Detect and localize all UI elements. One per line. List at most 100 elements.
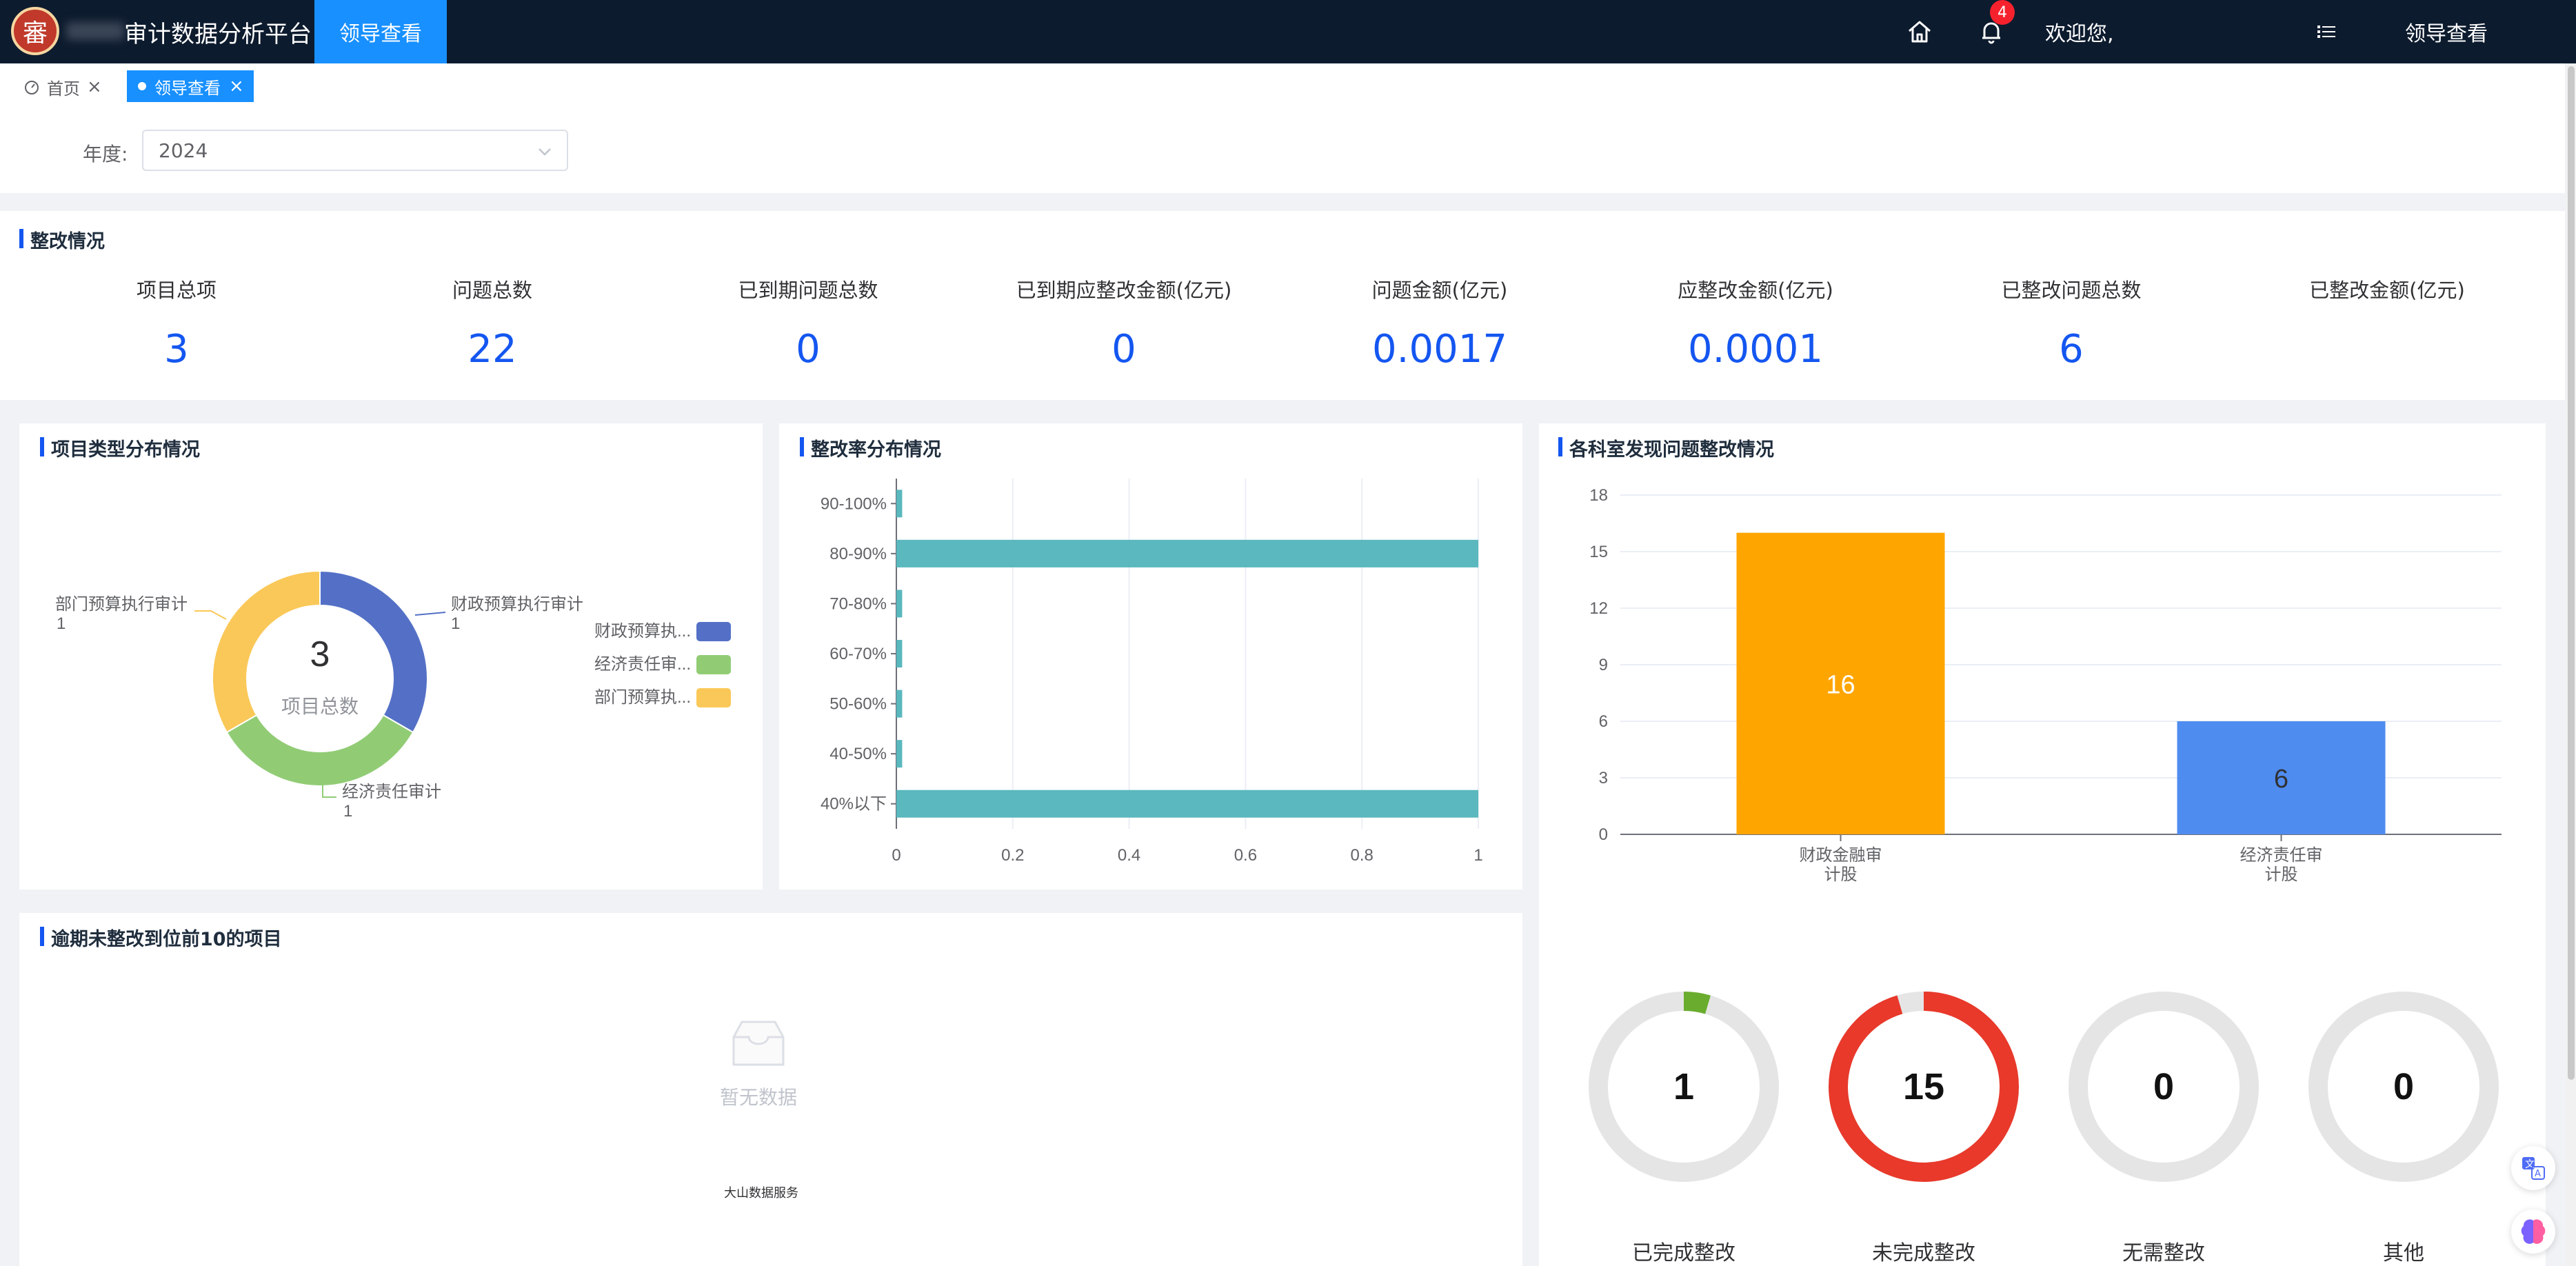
tabs-bar: 首页 × 领导查看 ×	[0, 63, 2565, 111]
legend-swatch[interactable]	[696, 688, 731, 707]
stat-label: 已到期应整改金额(亿元)	[1016, 279, 1232, 302]
legend-label[interactable]: 财政预算执...	[594, 622, 691, 641]
rate-distribution-bar-chart: 0 0.2 0.4 0.6 0.8 1 90-100% 80-90% 70-80% 60-70% 5…	[821, 479, 1483, 865]
notification-badge: 4	[1990, 0, 2015, 25]
legend-label[interactable]: 部门预算执...	[594, 688, 691, 707]
callout-value: 1	[343, 802, 352, 821]
y-tick-label: 40%以下	[821, 795, 887, 814]
chart-legend[interactable]: 财政预算执... 经济责任审... 部门预算执...	[594, 622, 731, 707]
donut-center-label: 项目总数	[281, 695, 359, 718]
legend-swatch[interactable]	[696, 655, 731, 674]
year-select[interactable]: 2024	[142, 130, 568, 171]
ring-track	[2308, 992, 2499, 1182]
stat-value: 22	[467, 327, 517, 372]
bar[interactable]	[896, 640, 903, 667]
home-icon[interactable]	[1906, 18, 1933, 46]
scrollbar-thumb[interactable]	[2568, 66, 2575, 1080]
y-tick-label: 50-60%	[829, 695, 887, 714]
y-tick-label: 15	[1589, 543, 1608, 561]
active-dot-icon	[138, 82, 146, 90]
bell-icon[interactable]	[1978, 18, 2005, 46]
donut-slice[interactable]	[319, 570, 428, 734]
x-tick-label: 财政金融审	[1800, 846, 1882, 865]
stat-value: 3	[164, 327, 189, 372]
stat-value: 6	[2059, 327, 2084, 372]
bar-value-label: 16	[1826, 670, 1855, 699]
section-title: 逾期未整改到位前10的项目	[40, 924, 282, 951]
stat-card: 已整改问题总数 6	[1920, 274, 2223, 372]
section-title: 整改率分布情况	[800, 434, 941, 461]
close-icon[interactable]: ×	[87, 77, 102, 97]
y-tick-label: 80-90%	[829, 545, 887, 563]
logo: 審	[11, 7, 59, 55]
stat-value: 0.0017	[1372, 327, 1507, 372]
ring-progress	[1589, 992, 1779, 1182]
ring-chart: 0	[2308, 992, 2499, 1182]
bar[interactable]	[896, 790, 1478, 818]
bar[interactable]	[1736, 532, 1945, 834]
x-tick-label: 计股	[1824, 865, 1858, 884]
ring-chart: 1	[1589, 992, 1779, 1182]
top-navbar: 審 审计数据分析平台 领导查看 4 欢迎您, 领导查看	[0, 0, 2576, 63]
callout-value: 1	[451, 614, 460, 633]
x-tick-label: 1	[1473, 846, 1482, 865]
legend-swatch[interactable]	[696, 622, 731, 641]
stat-label: 已到期问题总数	[738, 279, 878, 302]
stat-label: 问题总数	[452, 279, 532, 302]
callout-name: 部门预算执行审计	[55, 595, 188, 614]
legend-label[interactable]: 经济责任审...	[594, 655, 691, 674]
bar[interactable]	[896, 690, 903, 718]
filter-bar: 年度: 2024	[0, 110, 2565, 193]
callout-name: 财政预算执行审计	[451, 595, 583, 614]
empty-inbox-icon	[732, 1021, 785, 1066]
callout-name: 经济责任审计	[342, 783, 441, 801]
bar[interactable]	[896, 490, 903, 518]
x-tick-label: 0	[892, 846, 900, 865]
close-icon[interactable]: ×	[229, 76, 244, 97]
bar-value-label: 6	[2274, 765, 2288, 794]
y-tick-label: 12	[1589, 599, 1608, 618]
svg-text:文: 文	[2525, 1159, 2535, 1170]
stat-label: 项目总项	[136, 279, 217, 302]
user-menu[interactable]: 领导查看	[2405, 22, 2488, 46]
footer-note: 大山数据服务	[724, 1186, 798, 1200]
bar[interactable]	[896, 539, 1478, 567]
donut-center-value: 3	[310, 634, 330, 674]
ring-label: 已完成整改	[1632, 1241, 1735, 1265]
callout-value: 1	[57, 614, 66, 633]
y-tick-label: 70-80%	[829, 594, 887, 613]
ring-label: 无需整改	[2122, 1241, 2205, 1265]
tab-leader-view-label: 领导查看	[154, 78, 221, 98]
nav-item-leader-view[interactable]: 领导查看	[314, 0, 447, 63]
bar[interactable]	[2177, 721, 2386, 834]
y-tick-label: 0	[1599, 825, 1608, 844]
tab-home[interactable]: 首页 ×	[23, 73, 102, 101]
bar[interactable]	[896, 740, 903, 768]
app-title: 审计数据分析平台	[124, 21, 312, 48]
bar[interactable]	[896, 590, 903, 618]
y-tick-label: 3	[1599, 769, 1608, 787]
x-tick-label: 计股	[2265, 865, 2298, 884]
ring-chart: 15	[1829, 992, 2019, 1182]
ring-value: 15	[1903, 1066, 1944, 1107]
stat-label: 已整改金额(亿元)	[2309, 279, 2465, 302]
stat-card: 已整改金额(亿元)	[2235, 274, 2539, 327]
assistant-brain-icon[interactable]	[2511, 1209, 2555, 1254]
ring-label: 未完成整改	[1872, 1241, 1975, 1265]
ring-progress	[1829, 992, 2019, 1182]
section-title: 整改情况	[19, 226, 105, 253]
y-tick-label: 9	[1599, 656, 1608, 674]
list-icon[interactable]	[2313, 18, 2340, 46]
ring-value: 0	[2393, 1066, 2414, 1107]
tab-home-label: 首页	[47, 79, 80, 99]
donut-slice[interactable]	[212, 570, 321, 734]
tab-leader-view[interactable]: 领导查看 ×	[127, 70, 254, 102]
empty-state-text: 暂无数据	[720, 1086, 798, 1109]
donut-slice[interactable]	[225, 714, 414, 787]
year-label: 年度:	[83, 143, 128, 165]
overdue-top10-card: 逾期未整改到位前10的项目 暂无数据 大山数据服务	[19, 913, 1522, 1266]
dashboard-icon	[25, 81, 39, 94]
ring-label: 其他	[2383, 1241, 2424, 1265]
